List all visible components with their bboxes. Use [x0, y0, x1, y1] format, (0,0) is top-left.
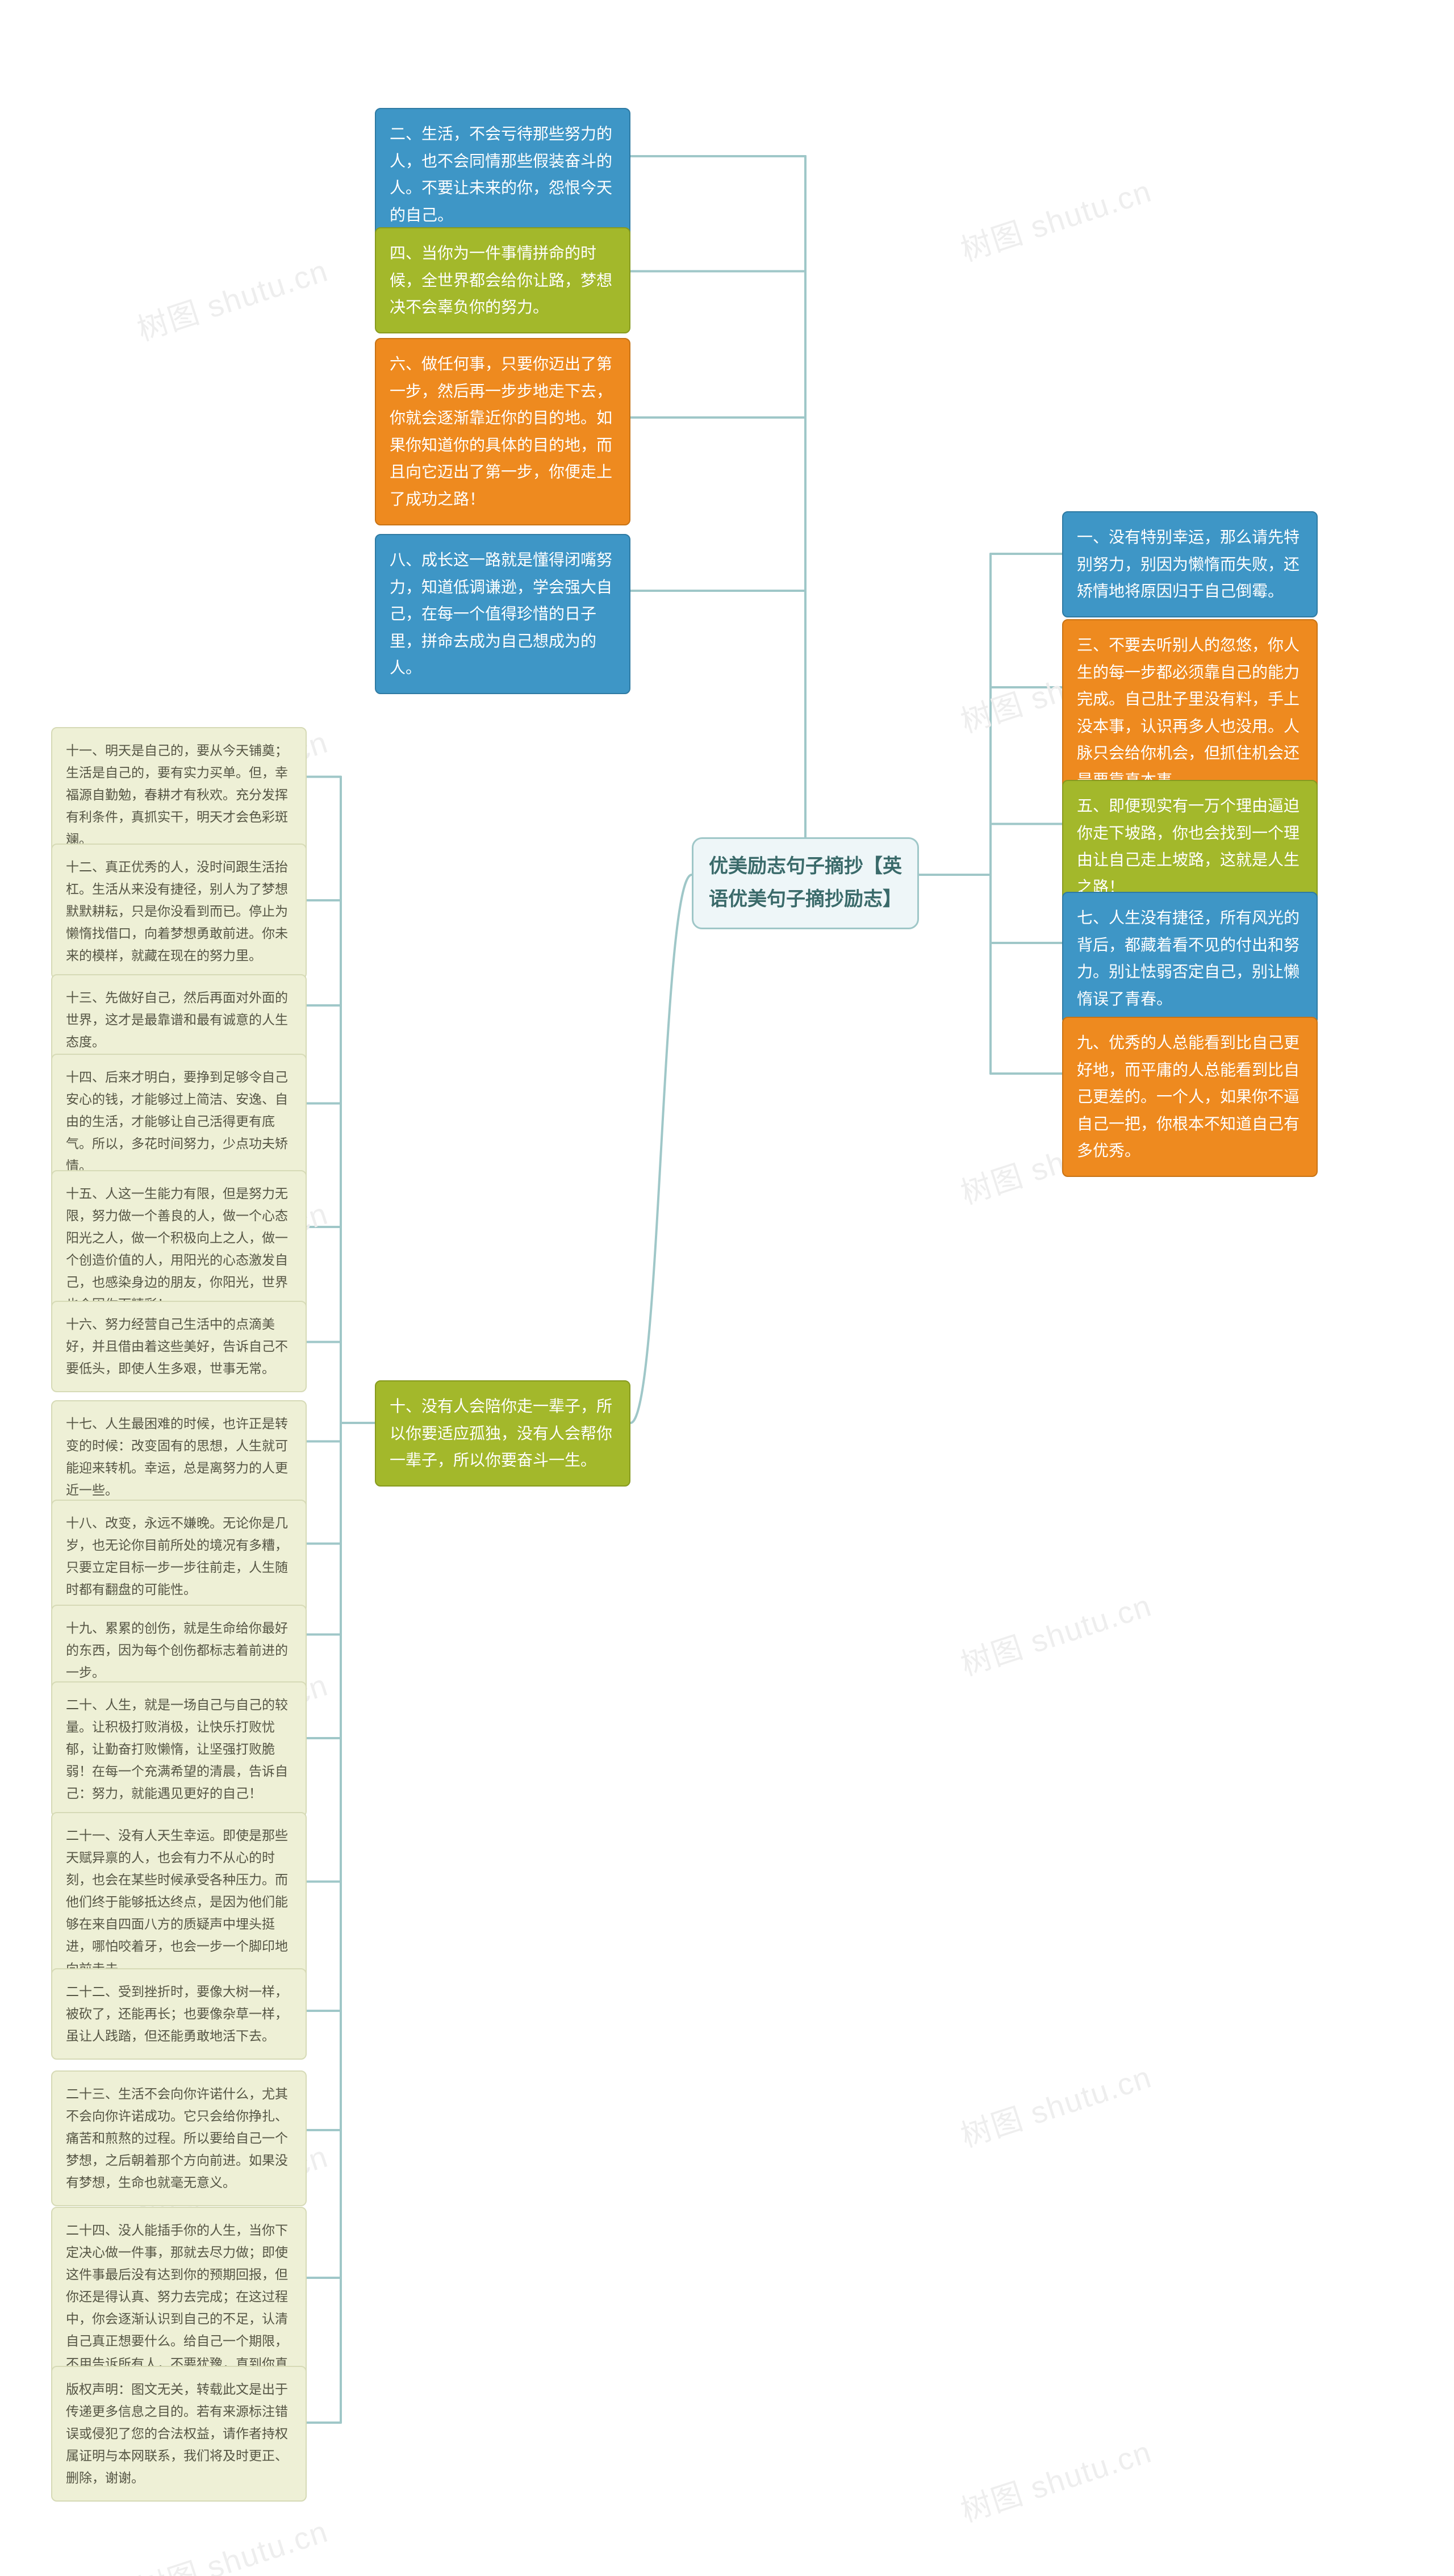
node-g21-text: 二十一、没有人天生幸运。即使是那些天赋异禀的人，也会有力不从心的时刻，也会在某些…	[66, 1828, 288, 1976]
node-g17[interactable]: 十七、人生最困难的时候，也许正是转变的时候：改变固有的思想，人生就可能迎来转机。…	[51, 1400, 307, 1514]
node-gcc-text: 版权声明：图文无关，转载此文是出于传递更多信息之目的。若有来源标注错误或侵犯了您…	[66, 2382, 288, 2485]
node-g16-text: 十六、努力经营自己生活中的点滴美好，并且借由着这些美好，告诉自己不要低头，即使人…	[66, 1317, 288, 1376]
node-r9[interactable]: 九、优秀的人总能看到比自己更好地，而平庸的人总能看到比自己更差的。一个人，如果你…	[1062, 1017, 1318, 1177]
node-r7-text: 七、人生没有捷径，所有风光的背后，都藏着看不见的付出和努力。别让怯弱否定自己，别…	[1077, 909, 1300, 1008]
node-g18[interactable]: 十八、改变，永远不嫌晚。无论你是几岁，也无论你目前所处的境况有多糟，只要立定目标…	[51, 1500, 307, 1613]
node-g13-text: 十三、先做好自己，然后再面对外面的世界，这才是最靠谱和最有诚意的人生态度。	[66, 990, 288, 1049]
node-up2-text: 二、生活，不会亏待那些努力的人，也不会同情那些假装奋斗的人。不要让未来的你，怨恨…	[390, 125, 612, 224]
node-r3-text: 三、不要去听别人的忽悠，你人生的每一步都必须靠自己的能力完成。自己肚子里没有料，…	[1077, 636, 1300, 789]
node-g11-text: 十一、明天是自己的，要从今天铺奠；生活是自己的，要有实力买单。但，幸福源自勤勉，…	[66, 743, 288, 846]
node-up8-text: 八、成长这一路就是懂得闭嘴努力，知道低调谦逊，学会强大自己，在每一个值得珍惜的日…	[390, 551, 612, 677]
root-node-text: 优美励志句子摘抄【英语优美句子摘抄励志】	[709, 855, 902, 910]
node-gcc[interactable]: 版权声明：图文无关，转载此文是出于传递更多信息之目的。若有来源标注错误或侵犯了您…	[51, 2366, 307, 2502]
node-g22[interactable]: 二十二、受到挫折时，要像大树一样，被砍了，还能再长；也要像杂草一样，虽让人践踏，…	[51, 1968, 307, 2060]
node-g21[interactable]: 二十一、没有人天生幸运。即使是那些天赋异禀的人，也会有力不从心的时刻，也会在某些…	[51, 1812, 307, 1993]
node-g13[interactable]: 十三、先做好自己，然后再面对外面的世界，这才是最靠谱和最有诚意的人生态度。	[51, 974, 307, 1066]
watermark: 树图 shutu.cn	[954, 166, 1156, 270]
node-g19-text: 十九、累累的创伤，就是生命给你最好的东西，因为每个创伤都标志着前进的一步。	[66, 1621, 288, 1680]
watermark: 树图 shutu.cn	[131, 245, 333, 349]
node-up4-text: 四、当你为一件事情拼命的时候，全世界都会给你让路，梦想决不会辜负你的努力。	[390, 244, 612, 316]
node-g20[interactable]: 二十、人生，就是一场自己与自己的较量。让积极打败消极，让快乐打败忧郁，让勤奋打败…	[51, 1681, 307, 1817]
node-g18-text: 十八、改变，永远不嫌晚。无论你是几岁，也无论你目前所处的境况有多糟，只要立定目标…	[66, 1515, 288, 1597]
node-g20-text: 二十、人生，就是一场自己与自己的较量。让积极打败消极，让快乐打败忧郁，让勤奋打败…	[66, 1697, 288, 1801]
node-g23-text: 二十三、生活不会向你许诺什么，尤其不会向你许诺成功。它只会给你挣扎、痛苦和煎熬的…	[66, 2086, 288, 2190]
node-up2[interactable]: 二、生活，不会亏待那些努力的人，也不会同情那些假装奋斗的人。不要让未来的你，怨恨…	[375, 108, 630, 241]
watermark: 树图 shutu.cn	[131, 2506, 333, 2576]
node-r3[interactable]: 三、不要去听别人的忽悠，你人生的每一步都必须靠自己的能力完成。自己肚子里没有料，…	[1062, 619, 1318, 807]
watermark: 树图 shutu.cn	[954, 2427, 1156, 2531]
node-r7[interactable]: 七、人生没有捷径，所有风光的背后，都藏着看不见的付出和努力。别让怯弱否定自己，别…	[1062, 892, 1318, 1025]
node-l10[interactable]: 十、没有人会陪你走一辈子，所以你要适应孤独，没有人会帮你一辈子，所以你要奋斗一生…	[375, 1380, 630, 1487]
node-up8[interactable]: 八、成长这一路就是懂得闭嘴努力，知道低调谦逊，学会强大自己，在每一个值得珍惜的日…	[375, 534, 630, 694]
node-g16[interactable]: 十六、努力经营自己生活中的点滴美好，并且借由着这些美好，告诉自己不要低头，即使人…	[51, 1301, 307, 1392]
node-r1-text: 一、没有特别幸运，那么请先特别努力，别因为懒惰而失败，还矫情地将原因归于自己倒霉…	[1077, 528, 1300, 600]
node-up6-text: 六、做任何事，只要你迈出了第一步，然后再一步步地走下去，你就会逐渐靠近你的目的地…	[390, 355, 612, 508]
node-l10-text: 十、没有人会陪你走一辈子，所以你要适应孤独，没有人会帮你一辈子，所以你要奋斗一生…	[390, 1397, 612, 1469]
node-g11[interactable]: 十一、明天是自己的，要从今天铺奠；生活是自己的，要有实力买单。但，幸福源自勤勉，…	[51, 727, 307, 863]
node-g22-text: 二十二、受到挫折时，要像大树一样，被砍了，还能再长；也要像杂草一样，虽让人践踏，…	[66, 1984, 288, 2043]
node-r5-text: 五、即便现实有一万个理由逼迫你走下坡路，你也会找到一个理由让自己走上坡路，这就是…	[1077, 797, 1300, 896]
node-g12-text: 十二、真正优秀的人，没时间跟生活抬杠。生活从来没有捷径，别人为了梦想默默耕耘，只…	[66, 859, 288, 963]
node-g17-text: 十七、人生最困难的时候，也许正是转变的时候：改变固有的思想，人生就可能迎来转机。…	[66, 1416, 288, 1497]
node-r1[interactable]: 一、没有特别幸运，那么请先特别努力，别因为懒惰而失败，还矫情地将原因归于自己倒霉…	[1062, 511, 1318, 617]
watermark: 树图 shutu.cn	[954, 1580, 1156, 1684]
root-node[interactable]: 优美励志句子摘抄【英语优美句子摘抄励志】	[692, 837, 919, 929]
node-r9-text: 九、优秀的人总能看到比自己更好地，而平庸的人总能看到比自己更差的。一个人，如果你…	[1077, 1034, 1300, 1159]
node-g23[interactable]: 二十三、生活不会向你许诺什么，尤其不会向你许诺成功。它只会给你挣扎、痛苦和煎熬的…	[51, 2070, 307, 2206]
node-up6[interactable]: 六、做任何事，只要你迈出了第一步，然后再一步步地走下去，你就会逐渐靠近你的目的地…	[375, 338, 630, 525]
node-g14[interactable]: 十四、后来才明白，要挣到足够令自己安心的钱，才能够过上简洁、安逸、自由的生活，才…	[51, 1054, 307, 1189]
node-up4[interactable]: 四、当你为一件事情拼命的时候，全世界都会给你让路，梦想决不会辜负你的努力。	[375, 227, 630, 333]
node-g12[interactable]: 十二、真正优秀的人，没时间跟生活抬杠。生活从来没有捷径，别人为了梦想默默耕耘，只…	[51, 844, 307, 979]
connector	[630, 875, 692, 1423]
node-g14-text: 十四、后来才明白，要挣到足够令自己安心的钱，才能够过上简洁、安逸、自由的生活，才…	[66, 1070, 288, 1173]
node-g15-text: 十五、人这一生能力有限，但是努力无限，努力做一个善良的人，做一个心态阳光之人，做…	[66, 1186, 288, 1312]
watermark: 树图 shutu.cn	[954, 2052, 1156, 2156]
mindmap-canvas: 树图 shutu.cn 树图 shutu.cn 树图 shutu.cn 树图 shut…	[0, 0, 1454, 2576]
